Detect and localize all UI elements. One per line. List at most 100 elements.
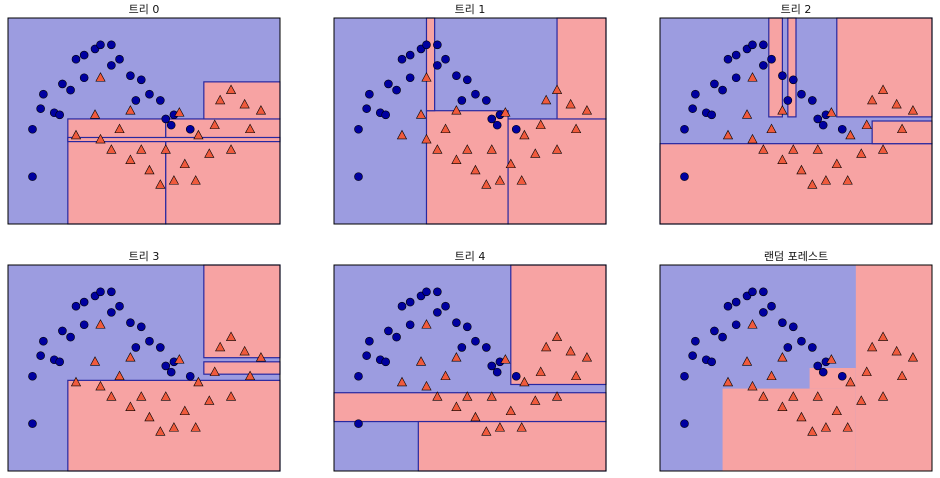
triangle-point [505,158,516,169]
triangle-point [867,94,878,105]
triangle-point [500,107,511,117]
triangle-point [106,391,117,401]
circle-point [161,361,171,371]
circle-point [156,96,165,105]
circle-point [354,172,363,181]
subplot-title: 트리 3 [129,250,160,263]
triangle-point [877,144,889,154]
triangle-point [826,107,837,117]
plot-frame [333,264,607,472]
circle-point [71,54,81,64]
triangle-point [796,164,807,175]
circle-point [487,114,497,124]
triangle-point [516,422,527,432]
triangle-point [136,391,147,401]
plot-frame [7,264,281,472]
circle-point [145,89,154,99]
triangle-point [70,376,82,387]
triangle-point [722,376,734,387]
circle-point [759,308,768,317]
triangle-point [421,72,432,82]
triangle-point [519,376,530,387]
triangle-point [877,84,889,94]
triangle-point [95,72,106,82]
triangle-point [845,376,856,387]
circle-point [96,287,105,297]
triangle-point [160,144,171,154]
circle-point [422,287,431,297]
triangle-point [89,109,101,119]
circle-point [452,71,461,80]
triangle-point [396,129,408,140]
circle-point [107,308,116,317]
circle-point [362,351,371,360]
circle-point [433,61,442,70]
triangle-point [907,352,919,362]
triangle-point [570,123,582,134]
triangle-point [747,133,758,144]
triangle-point [856,395,867,405]
triangle-point [747,72,758,82]
subplot: 트리 4 [333,250,607,472]
triangle-point [831,158,842,169]
triangle-point [114,370,125,381]
circle-point [731,297,741,307]
circle-point [457,343,467,352]
triangle-point [877,391,889,401]
circle-point [492,120,502,130]
subplot-title: 트리 4 [455,250,486,263]
triangle-point [225,84,237,94]
triangle-point [807,426,818,436]
decision-region [722,388,856,471]
decision-region [165,118,281,225]
circle-point [487,361,497,371]
circle-point [405,73,415,83]
circle-point [107,61,116,70]
circle-point [688,351,697,360]
circle-point [813,114,823,124]
triangle-point [255,105,267,115]
circle-point [718,85,727,95]
triangle-point [209,366,220,376]
circle-point [39,89,48,99]
circle-point [710,326,719,336]
triangle-point [462,144,473,154]
circle-point [55,110,64,120]
circle-point [471,336,480,346]
triangle-point [581,105,593,115]
circle-point [778,318,787,327]
triangle-point [820,422,832,432]
triangle-point [179,158,190,169]
circle-point [115,301,124,311]
circle-point [457,96,467,105]
circle-point [707,357,716,367]
triangle-point [160,391,171,401]
circle-point [680,172,689,181]
triangle-point [244,370,256,381]
circle-point [405,297,415,307]
decision-region [556,17,607,120]
subplot: 트리 0 [7,3,281,225]
circle-point [55,357,64,367]
circle-point [79,297,89,307]
circle-point [166,367,176,377]
subplot: 트리 3 [7,250,281,472]
circle-point [365,89,374,99]
triangle-point [421,133,432,144]
triangle-point [551,144,563,154]
triangle-point [421,380,432,391]
triangle-point [193,129,204,140]
plot-frame [659,17,933,225]
circle-point [808,343,817,352]
circle-point [433,308,442,317]
triangle-point [179,405,190,416]
triangle-point [415,109,427,119]
circle-point [58,79,67,89]
plot-frame [333,17,607,225]
triangle-point [204,148,215,158]
circle-point [96,40,105,50]
triangle-point [125,352,136,362]
triangle-point [451,105,462,115]
triangle-point [758,391,769,401]
circle-point [511,371,521,381]
